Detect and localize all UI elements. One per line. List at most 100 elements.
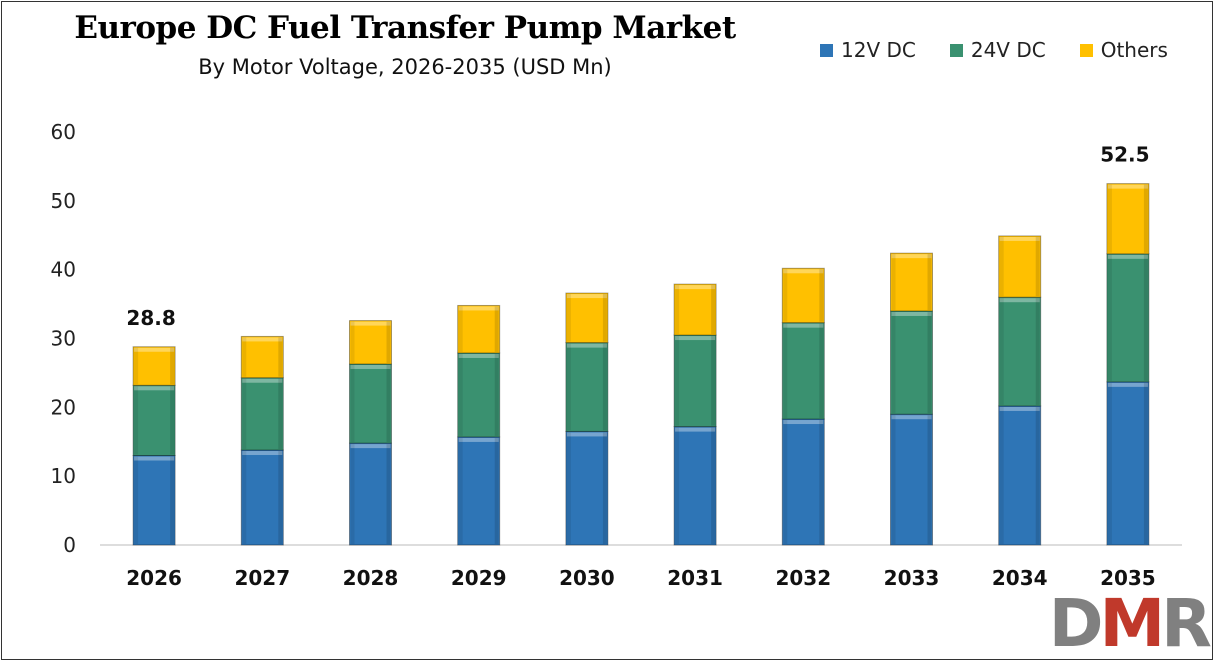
bar-bevel	[675, 427, 716, 432]
bar-bevel	[711, 285, 716, 335]
bar-bevel	[242, 337, 247, 377]
bar-segment-others-2027	[240, 335, 284, 379]
bar-bevel	[134, 456, 175, 461]
bar-bevel	[999, 236, 1040, 241]
x-tick-label: 2033	[884, 566, 940, 590]
bar-bevel	[134, 347, 175, 352]
bar-segment-24v-dc-2032	[781, 322, 825, 420]
data-label-total: 28.8	[126, 306, 175, 330]
bar-segment-others-2028	[349, 320, 392, 365]
legend-label: Others	[1100, 38, 1168, 62]
legend-item-12v: 12V DC	[820, 38, 916, 62]
legend-item-others: Others	[1079, 38, 1168, 62]
bar-bevel	[891, 254, 896, 310]
bar-bevel	[170, 386, 175, 455]
bar-bevel	[602, 343, 607, 431]
bar-segment-others-2035	[1106, 183, 1150, 255]
bar-bevel	[566, 343, 571, 431]
bar-bevel	[927, 415, 932, 544]
bar-bevel	[134, 386, 139, 455]
bar-segment-others-2029	[457, 304, 501, 354]
bar-bevel	[602, 432, 607, 544]
bar-bevel	[891, 415, 932, 420]
bar-bevel	[350, 444, 355, 544]
bar-bevel	[494, 306, 499, 352]
bar-segment-24v-dc-2028	[349, 363, 392, 444]
bar-segment-12v-dc-2031	[673, 426, 717, 546]
bar-segment-24v-dc-2026	[132, 384, 176, 457]
bar-segment-12v-dc-2029	[457, 436, 501, 546]
bar-bevel	[134, 456, 139, 544]
bar-bevel	[783, 323, 788, 419]
bar-bevel	[675, 336, 716, 341]
bar-bevel	[566, 432, 571, 544]
bar-segment-others-2031	[673, 283, 717, 336]
bar-segment-12v-dc-2032	[781, 418, 825, 546]
x-tick-label: 2027	[234, 566, 290, 590]
bar-bevel	[170, 456, 175, 544]
bar-segment-12v-dc-2030	[565, 430, 609, 546]
bar-bevel	[602, 294, 607, 342]
bar-segment-24v-dc-2034	[998, 296, 1042, 407]
bar-bevel	[278, 451, 283, 544]
bar-segment-others-2033	[890, 252, 933, 312]
bar-bevel	[242, 337, 283, 342]
y-tick-label: 60	[51, 120, 76, 144]
bar-bevel	[1107, 382, 1148, 387]
bar-bevel	[1143, 382, 1148, 544]
x-tick-label: 2031	[667, 566, 723, 590]
bar-bevel	[891, 311, 932, 316]
y-tick-label: 40	[51, 258, 76, 282]
bar-bevel	[566, 294, 607, 299]
bar-bevel	[134, 347, 139, 385]
bar-bevel	[566, 294, 571, 342]
bar-bevel	[494, 353, 499, 436]
bar-bevel	[927, 254, 932, 310]
bar-bevel	[675, 336, 680, 426]
bar-bevel	[675, 427, 680, 544]
legend: 12V DC 24V DC Others	[820, 38, 1168, 62]
x-tick-label: 2029	[451, 566, 507, 590]
bar-segment-12v-dc-2035	[1106, 381, 1150, 546]
legend-swatch	[949, 43, 963, 57]
bar-bevel	[350, 444, 391, 449]
bar-bevel	[891, 415, 896, 544]
x-tick-label: 2034	[992, 566, 1048, 590]
bar-bevel	[170, 347, 175, 385]
bar-bevel	[1107, 184, 1148, 189]
bar-bevel	[783, 420, 824, 425]
bar-segment-12v-dc-2026	[132, 455, 176, 546]
bar-bevel	[1035, 406, 1040, 544]
bar-bevel	[999, 406, 1004, 544]
x-tick-label: 2026	[126, 566, 182, 590]
bar-bevel	[999, 406, 1040, 411]
bar-bevel	[458, 353, 463, 436]
bar-bevel	[386, 364, 391, 443]
y-tick-label: 50	[51, 189, 76, 213]
bar-bevel	[242, 451, 247, 544]
bar-bevel	[350, 364, 355, 443]
bar-bevel	[458, 306, 463, 352]
bar-bevel	[783, 269, 824, 274]
x-tick-label: 2028	[343, 566, 399, 590]
bar-segment-12v-dc-2028	[349, 442, 392, 546]
bar-bevel	[1035, 236, 1040, 297]
bar-segment-12v-dc-2034	[998, 405, 1042, 546]
bar-bevel	[242, 378, 247, 450]
bar-bevel	[999, 298, 1040, 303]
bar-segment-24v-dc-2029	[457, 352, 501, 438]
bar-bevel	[1143, 184, 1148, 253]
bar-segment-24v-dc-2035	[1106, 253, 1150, 383]
bar-segment-others-2030	[565, 292, 609, 344]
bar-bevel	[566, 432, 607, 437]
bar-segment-others-2026	[132, 346, 176, 386]
bar-bevel	[819, 323, 824, 419]
bar-bevel	[1107, 254, 1112, 381]
bar-bevel	[783, 269, 788, 322]
bar-bevel	[458, 437, 499, 442]
bar-bevel	[350, 321, 391, 326]
bar-bevel	[891, 254, 932, 259]
bar-bevel	[350, 321, 355, 363]
